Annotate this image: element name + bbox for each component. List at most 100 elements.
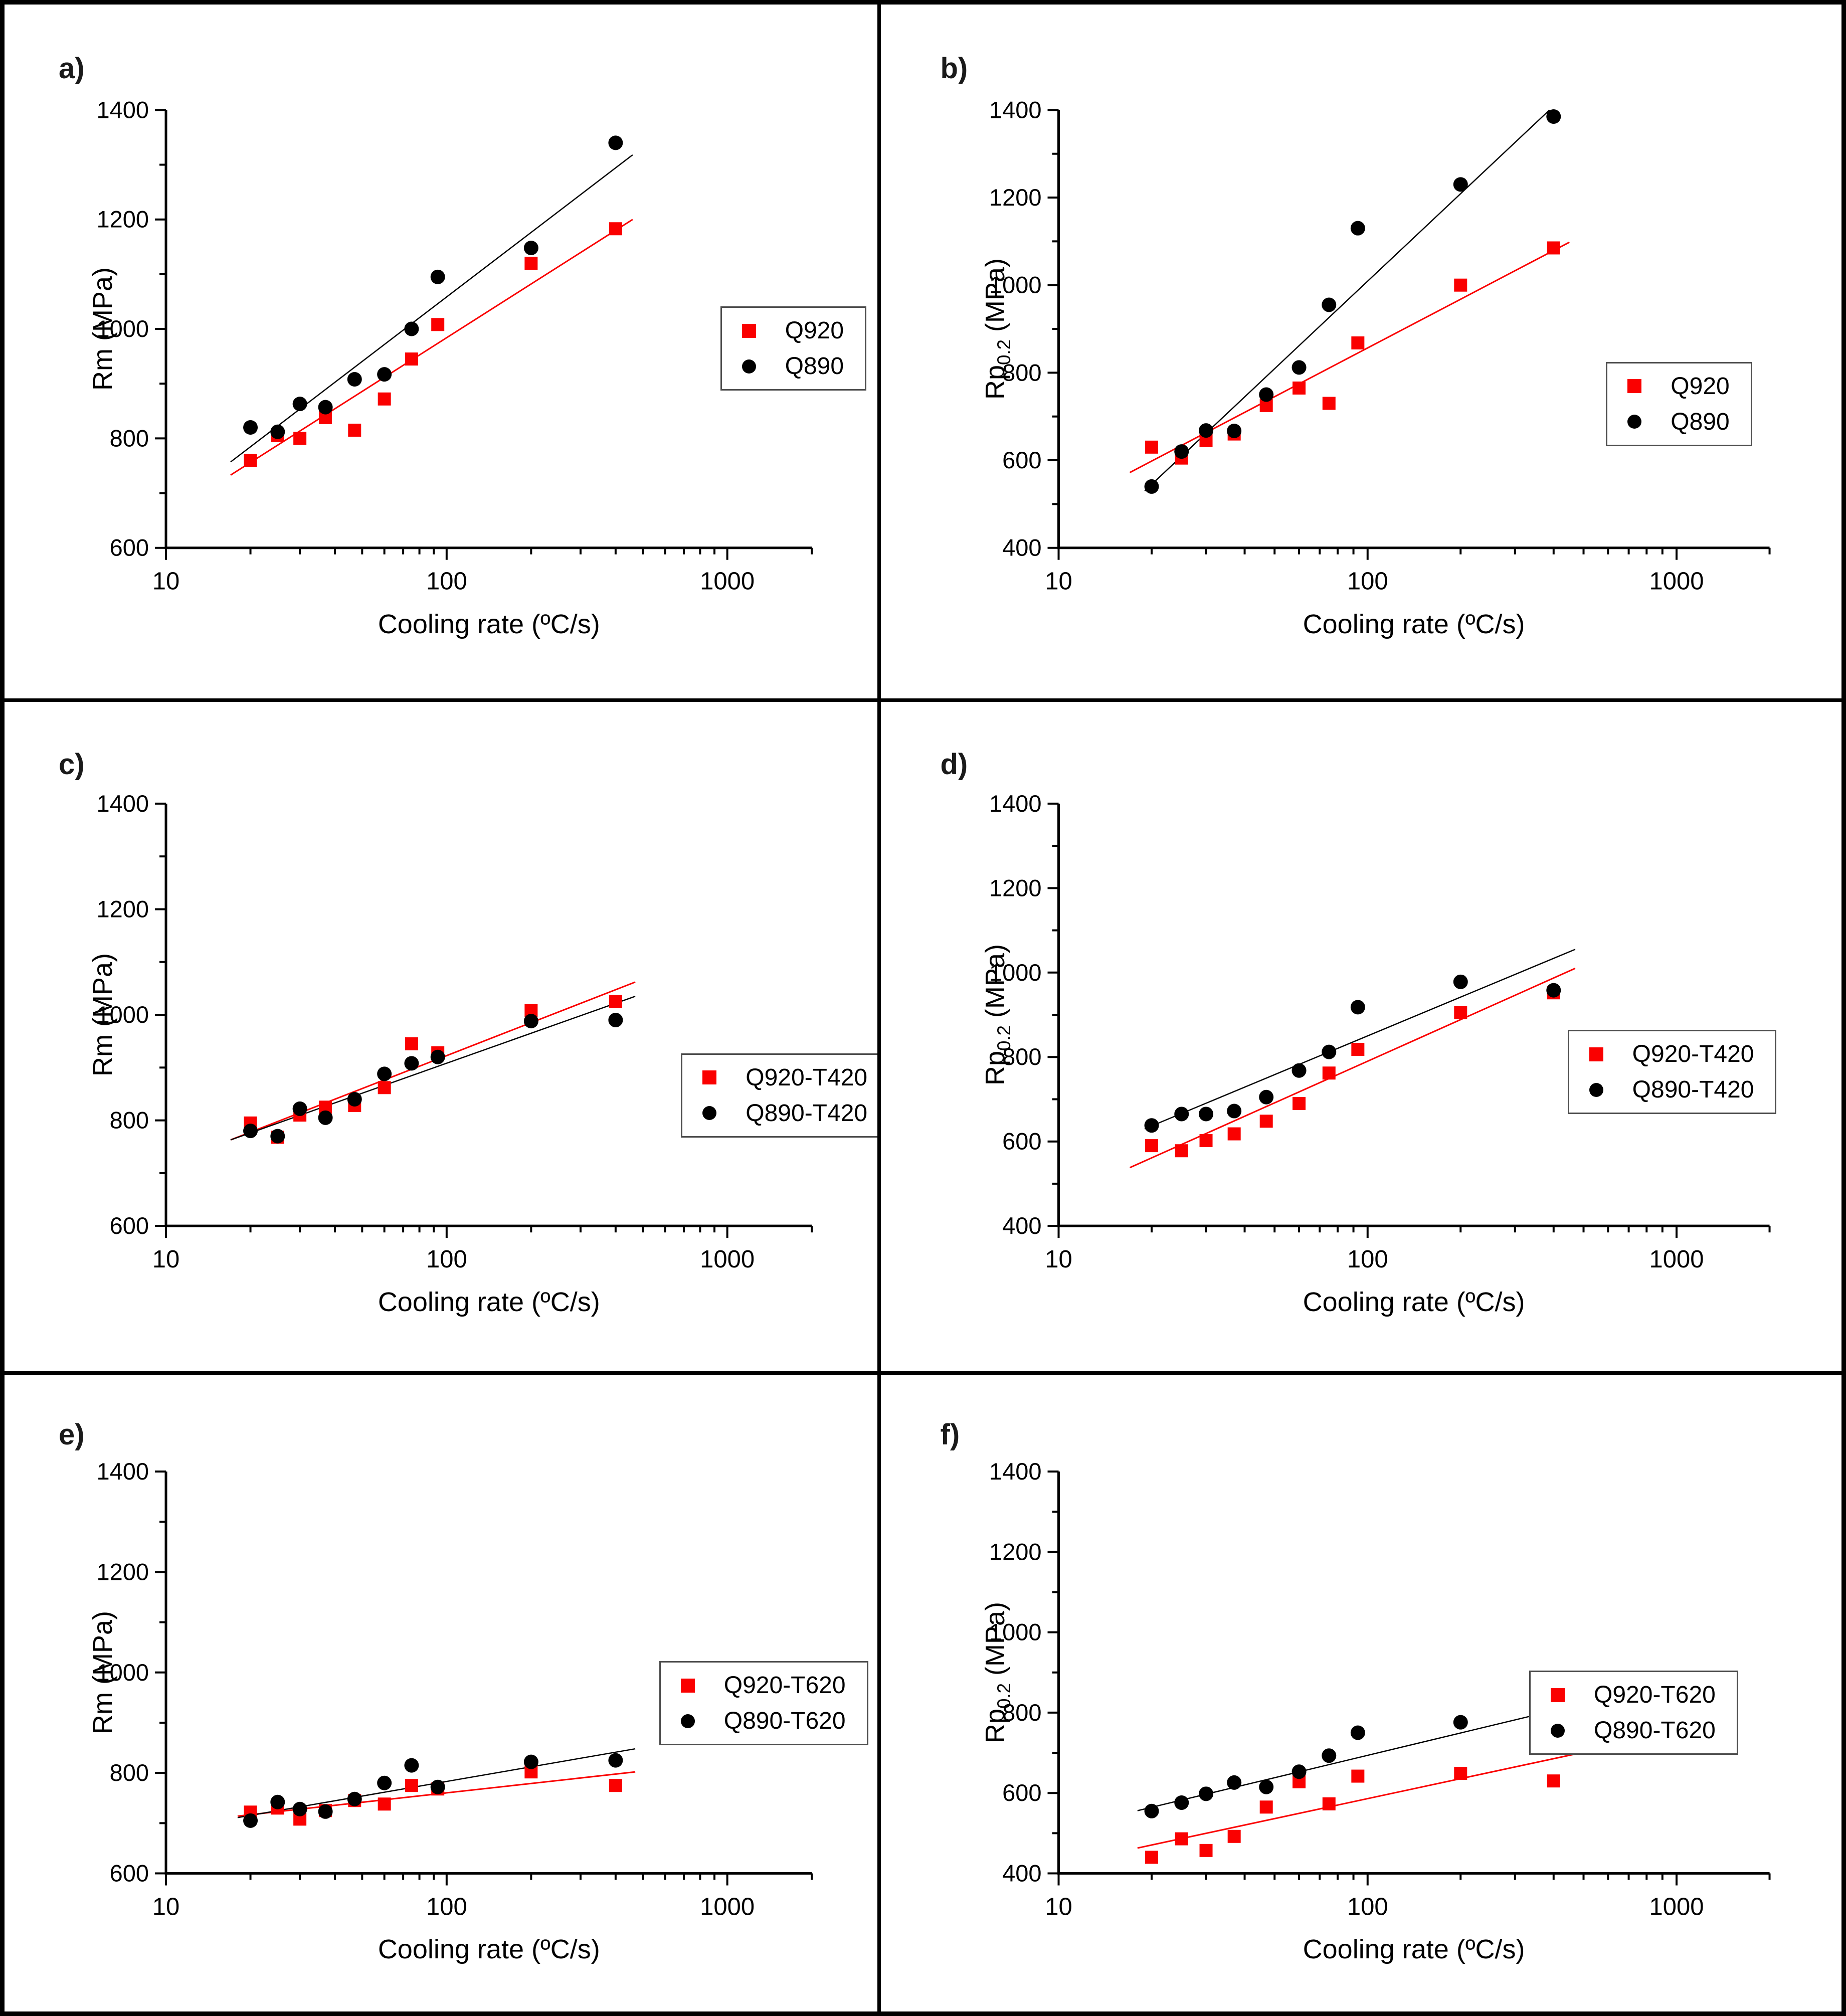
legend-row: Q920-T620 <box>680 1672 846 1699</box>
svg-text:1400: 1400 <box>97 790 149 817</box>
svg-text:1000: 1000 <box>700 568 755 595</box>
legend-e: Q920-T620 Q890-T620 <box>659 1661 868 1746</box>
svg-text:1000: 1000 <box>700 1893 755 1920</box>
svg-text:400: 400 <box>1002 1212 1041 1239</box>
legend-c: Q920-T420 Q890-T420 <box>681 1053 877 1138</box>
legend-row: Q890 <box>742 352 844 380</box>
y-axis-title-subscript: 0.2 <box>994 1683 1015 1709</box>
legend-label: Q920 <box>1671 373 1730 400</box>
red-square-marker-icon <box>680 1678 695 1693</box>
svg-text:800: 800 <box>1002 1043 1041 1070</box>
svg-text:1000: 1000 <box>989 959 1042 986</box>
svg-text:1000: 1000 <box>1649 1246 1704 1273</box>
legend-label: Q920-T620 <box>1594 1682 1716 1709</box>
svg-text:800: 800 <box>110 1759 149 1786</box>
legend-label: Q920-T620 <box>723 1672 846 1699</box>
svg-text:1200: 1200 <box>989 874 1042 901</box>
legend-label: Q890-T420 <box>1632 1076 1754 1104</box>
svg-text:1200: 1200 <box>97 206 149 233</box>
svg-text:10: 10 <box>152 1246 179 1273</box>
svg-text:1200: 1200 <box>989 184 1042 211</box>
svg-text:100: 100 <box>1347 1246 1388 1273</box>
svg-text:1000: 1000 <box>989 272 1042 298</box>
y-axis-title-d: Rp0.2 (MPa) <box>980 944 1015 1085</box>
panel-label-f: f) <box>940 1418 960 1451</box>
y-axis-title-subscript: 0.2 <box>994 1025 1015 1051</box>
svg-text:100: 100 <box>1347 568 1388 595</box>
y-axis-title-c: Rm (MPa) <box>87 953 122 1076</box>
black-circle-marker-icon <box>702 1106 717 1121</box>
x-axis-title-c: Cooling rate (ºC/s) <box>378 1287 600 1318</box>
legend-row: Q920 <box>1627 373 1730 400</box>
svg-text:1000: 1000 <box>1649 1893 1704 1920</box>
svg-text:1000: 1000 <box>700 1246 755 1273</box>
plot-area-f: 400 600 800 1000 1200 1400 10 100 1000 <box>989 1458 1771 1920</box>
panel-label-e: e) <box>58 1418 85 1451</box>
legend-a: Q920 Q890 <box>720 306 867 391</box>
y-axis-title-unit: (MPa) <box>88 1610 118 1692</box>
y-axis-title-text: Rm <box>88 1034 118 1077</box>
legend-label: Q890 <box>1671 408 1730 435</box>
svg-text:100: 100 <box>426 568 467 595</box>
svg-text:800: 800 <box>110 425 149 451</box>
y-axis-title-unit: (MPa) <box>88 267 118 349</box>
svg-text:800: 800 <box>1002 359 1041 386</box>
panel-a: a) Rm (MPa) 600 800 1000 1200 1400 10 100 1000 … <box>5 5 881 702</box>
y-axis-title-f: Rp0.2 (MPa) <box>980 1602 1015 1743</box>
panel-f: f) Rp0.2 (MPa) 400 600 800 1000 1200 1400 10 10… <box>880 1374 1841 2011</box>
svg-text:100: 100 <box>426 1246 467 1273</box>
legend-b: Q920 Q890 <box>1606 361 1752 446</box>
svg-text:10: 10 <box>1045 568 1072 595</box>
y-axis-title-text: Rp <box>980 365 1011 400</box>
svg-text:400: 400 <box>1002 1860 1041 1886</box>
y-axis-title-text: Rm <box>88 348 118 391</box>
legend-label: Q890 <box>785 353 844 380</box>
svg-text:1400: 1400 <box>989 96 1042 123</box>
panel-label-c: c) <box>58 748 85 781</box>
svg-text:600: 600 <box>1002 1128 1041 1155</box>
svg-text:1200: 1200 <box>97 895 149 922</box>
legend-row: Q920-T420 <box>702 1064 867 1091</box>
x-axis-title-b: Cooling rate (ºC/s) <box>1303 609 1525 639</box>
legend-row: Q890-T620 <box>680 1707 846 1735</box>
legend-row: Q920-T620 <box>1551 1681 1716 1709</box>
black-circle-marker-icon <box>1627 415 1642 429</box>
legend-row: Q890-T420 <box>702 1099 867 1127</box>
panel-label-a: a) <box>58 52 85 85</box>
y-axis-title-unit: (MPa) <box>88 953 118 1035</box>
y-axis-title-b: Rp0.2 (MPa) <box>980 258 1015 400</box>
svg-text:1400: 1400 <box>989 790 1042 817</box>
svg-text:1000: 1000 <box>97 1001 149 1028</box>
svg-text:10: 10 <box>1045 1893 1072 1920</box>
red-square-marker-icon <box>1551 1688 1565 1702</box>
svg-text:600: 600 <box>1002 1779 1041 1806</box>
svg-text:10: 10 <box>152 1893 179 1920</box>
svg-text:600: 600 <box>110 1860 149 1886</box>
legend-f: Q920-T620 Q890-T620 <box>1529 1671 1738 1755</box>
legend-label: Q890-T420 <box>746 1099 868 1127</box>
svg-text:1200: 1200 <box>97 1558 149 1585</box>
svg-text:1200: 1200 <box>989 1538 1042 1565</box>
panel-b: b) Rp0.2 (MPa) 400 600 800 1000 1200 1400 10 10… <box>880 5 1841 702</box>
legend-label: Q920 <box>785 317 844 344</box>
svg-text:100: 100 <box>1347 1893 1388 1920</box>
plot-area-e: 600 800 1000 1200 1400 10 100 1000 <box>97 1458 813 1920</box>
x-axis-title-e: Cooling rate (ºC/s) <box>378 1934 600 1965</box>
svg-text:1000: 1000 <box>97 1659 149 1686</box>
black-circle-marker-icon <box>1551 1723 1565 1738</box>
svg-text:600: 600 <box>110 534 149 561</box>
panel-d: d) Rp0.2 (MPa) 400 600 800 1000 1200 1400 10 10… <box>880 702 1841 1375</box>
legend-d: Q920-T420 Q890-T420 <box>1567 1030 1777 1115</box>
svg-text:400: 400 <box>1002 534 1041 561</box>
svg-text:1000: 1000 <box>989 1618 1042 1645</box>
legend-label: Q890-T620 <box>723 1708 846 1735</box>
red-square-marker-icon <box>702 1070 717 1085</box>
svg-text:600: 600 <box>1002 447 1041 473</box>
y-axis-title-e: Rm (MPa) <box>87 1611 122 1734</box>
y-axis-title-a: Rm (MPa) <box>87 267 122 391</box>
y-axis-title-unit: (MPa) <box>980 258 1011 339</box>
panel-c: c) Rm (MPa) 600 800 1000 1200 1400 10 100 1000 … <box>5 702 881 1375</box>
y-axis-title-text: Rp <box>980 1051 1011 1086</box>
legend-row: Q890-T620 <box>1551 1717 1716 1744</box>
svg-text:1000: 1000 <box>97 315 149 342</box>
